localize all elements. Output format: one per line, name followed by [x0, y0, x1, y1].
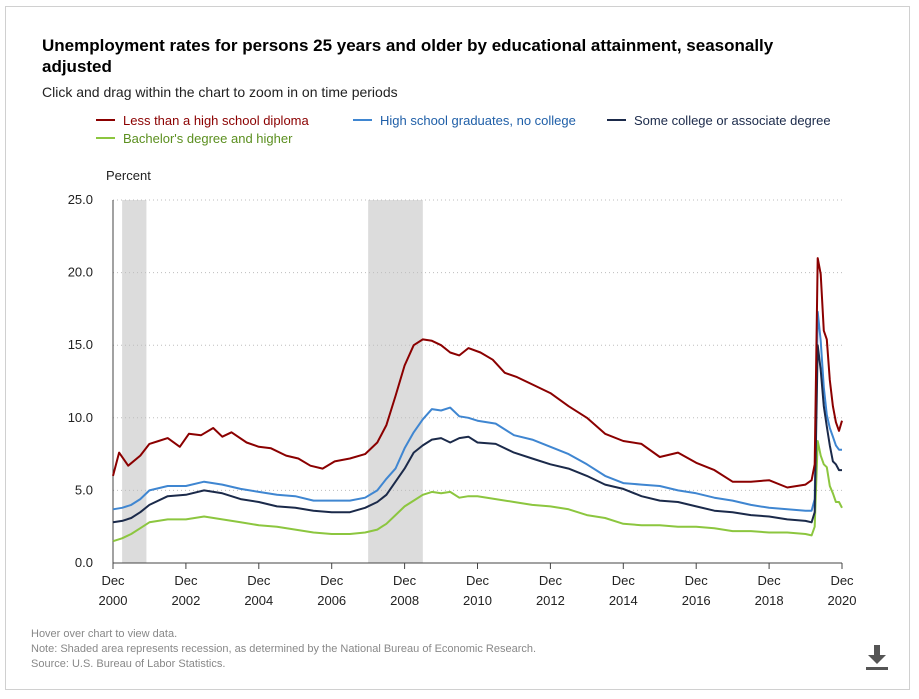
- x-tick-label-month: Dec: [539, 573, 563, 588]
- x-tick-label-month: Dec: [612, 573, 636, 588]
- legend-label: Bachelor's degree and higher: [123, 131, 293, 147]
- download-button[interactable]: [862, 642, 892, 672]
- legend-swatch: [607, 118, 626, 121]
- chart-title: Unemployment rates for persons 25 years …: [42, 36, 774, 76]
- x-tick-label-year: 2010: [463, 593, 492, 608]
- x-tick-label-year: 2000: [99, 593, 128, 608]
- x-tick-label-year: 2016: [682, 593, 711, 608]
- legend-swatch: [353, 118, 372, 121]
- x-tick-label-year: 2012: [536, 593, 565, 608]
- y-tick-label: 25.0: [68, 192, 93, 207]
- x-tick-label-year: 2008: [390, 593, 419, 608]
- download-icon: [866, 645, 888, 670]
- x-tick-label-month: Dec: [466, 573, 490, 588]
- series-line-2[interactable]: [112, 344, 842, 524]
- x-tick-label-month: Dec: [685, 573, 709, 588]
- x-tick-label-year: 2014: [609, 593, 638, 608]
- x-tick-label-month: Dec: [247, 573, 271, 588]
- legend-item-some-college[interactable]: Some college or associate degree: [607, 112, 831, 128]
- x-tick-label-month: Dec: [101, 573, 125, 588]
- chart-footer: Hover over chart to view data. Note: Sha…: [31, 627, 536, 672]
- legend-label: Some college or associate degree: [634, 113, 831, 129]
- series-line-3[interactable]: [112, 440, 843, 543]
- chart-panel: [5, 6, 910, 690]
- y-tick-label: 20.0: [68, 265, 93, 280]
- legend-item-hs-grad[interactable]: High school graduates, no college: [353, 112, 576, 128]
- x-tick-label-year: 2002: [171, 593, 200, 608]
- legend-item-bachelors[interactable]: Bachelor's degree and higher: [96, 130, 292, 146]
- x-tick-label-year: 2006: [317, 593, 346, 608]
- x-tick-label-month: Dec: [320, 573, 344, 588]
- source-note: Source: U.S. Bureau of Labor Statistics.: [31, 658, 226, 670]
- legend-label: High school graduates, no college: [380, 113, 576, 129]
- x-tick-label-month: Dec: [393, 573, 417, 588]
- x-tick-label-year: 2020: [828, 593, 857, 608]
- legend-item-less-than-hs[interactable]: Less than a high school diploma: [96, 112, 309, 128]
- series-line-0[interactable]: [112, 257, 843, 489]
- hover-note: Hover over chart to view data.: [31, 628, 178, 640]
- y-tick-label: 0.0: [75, 555, 93, 570]
- y-tick-label: 15.0: [68, 337, 93, 352]
- y-tick-label: 5.0: [75, 482, 93, 497]
- chart-subtitle: Click and drag within the chart to zoom …: [42, 84, 398, 100]
- x-tick-label-year: 2018: [755, 593, 784, 608]
- y-tick-label: 10.0: [68, 410, 93, 425]
- x-tick-label-year: 2004: [244, 593, 273, 608]
- x-tick-label-month: Dec: [758, 573, 782, 588]
- legend-label: Less than a high school diploma: [123, 113, 309, 129]
- legend-swatch: [96, 118, 115, 121]
- recession-band: [122, 200, 147, 563]
- legend-swatch: [96, 136, 115, 139]
- series-line-1[interactable]: [112, 310, 842, 512]
- x-tick-label-month: Dec: [830, 573, 854, 588]
- recession-band: [368, 200, 423, 563]
- recession-note: Note: Shaded area represents recession, …: [31, 643, 537, 655]
- y-axis-label: Percent: [106, 168, 151, 183]
- x-tick-label-month: Dec: [174, 573, 198, 588]
